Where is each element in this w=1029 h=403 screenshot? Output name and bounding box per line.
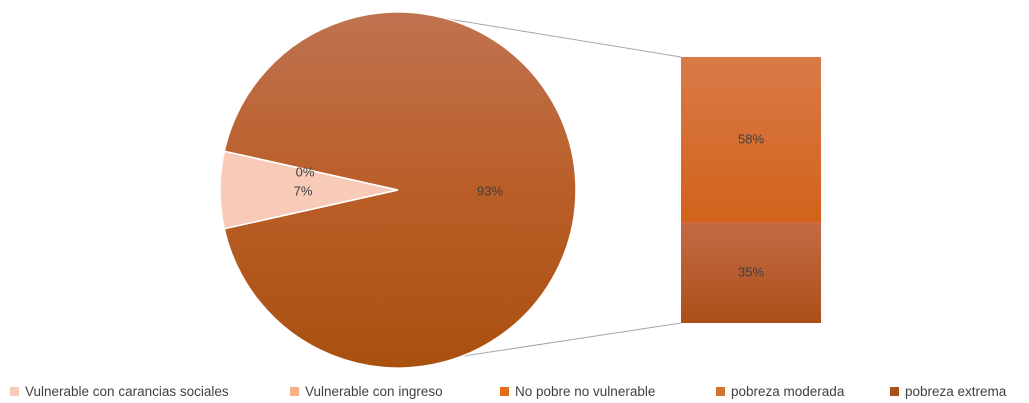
bar-segment-pobreza-moderada — [681, 57, 821, 223]
pie-slice-other-split — [223, 11, 577, 369]
legend-label: pobreza moderada — [731, 384, 845, 399]
legend-label: Vulnerable con ingreso — [305, 384, 443, 399]
legend-item-no-pobre-no-vulnerable: No pobre no vulnerable — [500, 384, 655, 399]
pie-label-vulnerable-con-carancias-sociales: 7% — [294, 183, 313, 198]
legend-item-vulnerable-con-carancias-sociales: Vulnerable con carancias sociales — [10, 384, 229, 399]
legend-label: No pobre no vulnerable — [515, 384, 656, 399]
legend-swatch — [290, 387, 299, 396]
legend-swatch — [10, 387, 19, 396]
bar-label-pobreza-moderada: 58% — [738, 131, 764, 146]
legend-label: pobreza extrema — [905, 384, 1007, 399]
pie-label-other-split: 93% — [477, 183, 503, 198]
legend-item-vulnerable-con-ingreso: Vulnerable con ingreso — [290, 384, 443, 399]
legend-swatch — [500, 387, 509, 396]
legend-swatch — [716, 387, 725, 396]
legend-item-pobreza-moderada: pobreza moderada — [716, 384, 844, 399]
bar-label-pobreza-extrema: 35% — [738, 264, 764, 279]
legend-swatch — [890, 387, 899, 396]
bar-segment-pobreza-extrema — [681, 222, 821, 323]
legend-label: Vulnerable con carancias sociales — [25, 384, 229, 399]
legend-item-pobreza-extrema: pobreza extrema — [890, 384, 1006, 399]
pie-label-vulnerable-con-ingreso: 0% — [296, 164, 315, 179]
legend: Vulnerable con carancias sociales Vulnera… — [0, 384, 1029, 402]
connector-line-top — [411, 12, 682, 58]
